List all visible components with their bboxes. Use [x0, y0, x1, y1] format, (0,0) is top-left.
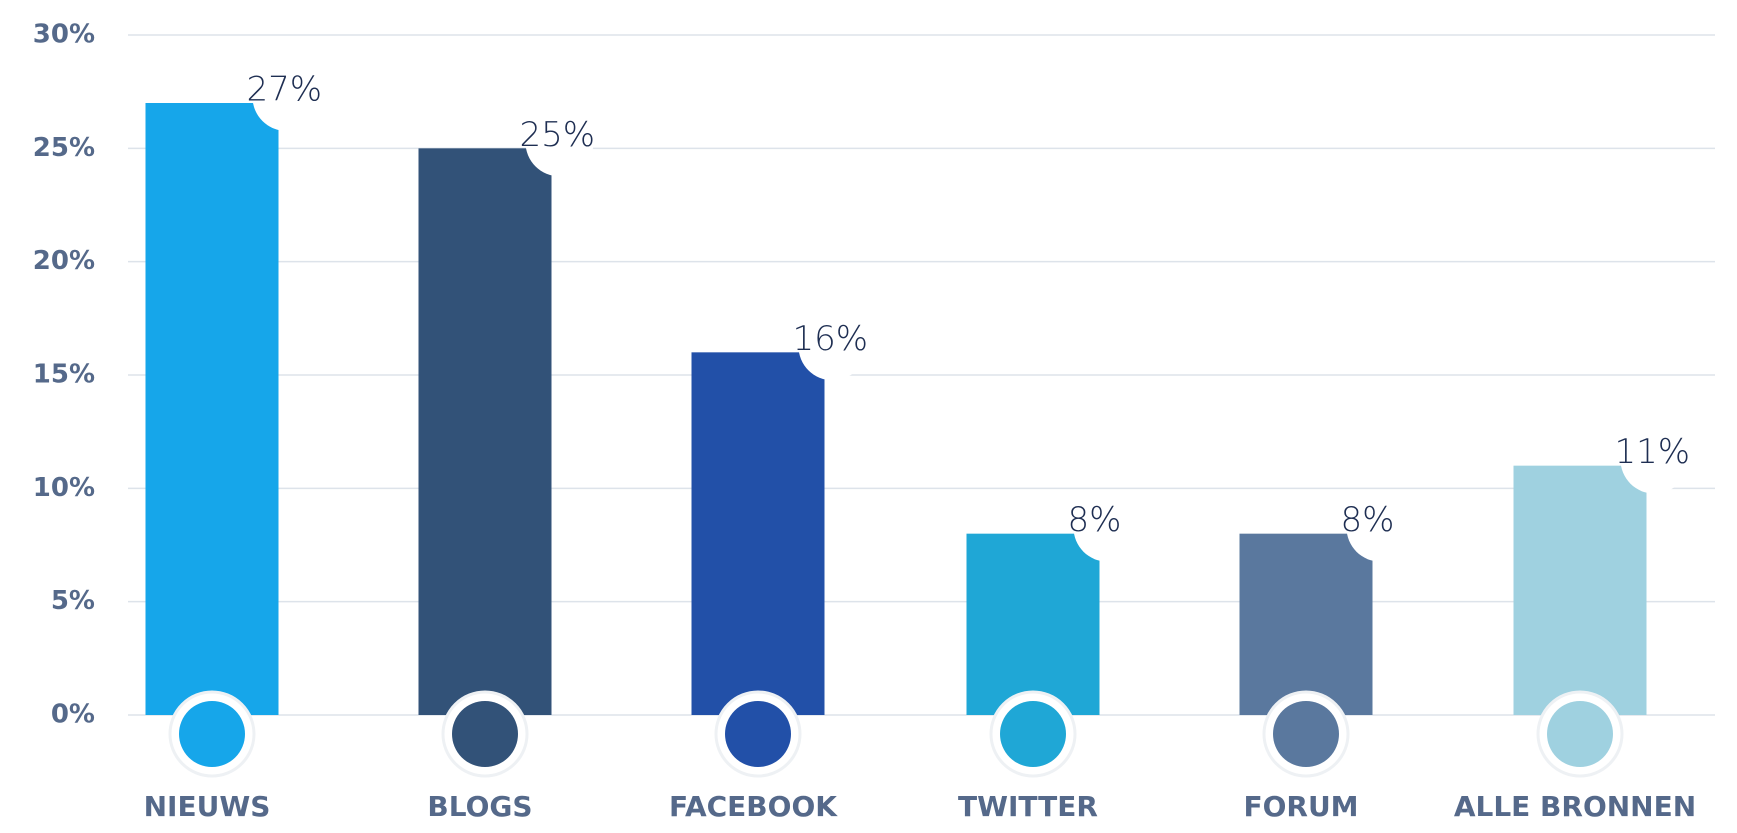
x-tick-label: NIEUWS	[144, 790, 271, 823]
x-tick-label: ALLE BRONNEN	[1454, 790, 1696, 823]
value-label: 8%	[1068, 500, 1122, 540]
value-label: 16%	[793, 319, 869, 359]
icon	[179, 701, 245, 767]
bar-notch	[798, 312, 867, 381]
bar-notch	[252, 63, 321, 131]
bar	[691, 352, 825, 715]
value-label: 25%	[520, 115, 596, 155]
icon	[1547, 701, 1613, 767]
x-tick-label: TWITTER	[958, 790, 1098, 823]
icon	[1000, 701, 1066, 767]
bar	[1239, 533, 1373, 715]
y-tick-label: 20%	[33, 246, 95, 276]
icon	[1273, 701, 1339, 767]
bar-notch	[1620, 425, 1689, 494]
bar	[145, 103, 279, 715]
bar	[966, 533, 1100, 715]
value-label: 8%	[1341, 500, 1395, 540]
value-label: 11%	[1615, 432, 1691, 472]
x-tick-label: BLOGS	[427, 790, 532, 823]
icon	[452, 701, 518, 767]
bar-notch	[1073, 493, 1142, 562]
bar-notch	[525, 108, 594, 177]
y-tick-label: 15%	[33, 360, 95, 390]
value-label: 27%	[247, 70, 323, 110]
y-tick-label: 30%	[33, 20, 95, 50]
y-tick-label: 10%	[33, 473, 95, 503]
x-tick-label: FORUM	[1243, 790, 1358, 823]
y-tick-label: 5%	[51, 586, 95, 616]
x-tick-label: FACEBOOK	[669, 790, 838, 823]
y-tick-label: 25%	[33, 133, 95, 163]
icon	[725, 701, 791, 767]
bar-notch	[1346, 493, 1415, 562]
y-tick-label: 0%	[51, 700, 95, 730]
bar	[418, 148, 552, 716]
bar	[1513, 465, 1647, 715]
